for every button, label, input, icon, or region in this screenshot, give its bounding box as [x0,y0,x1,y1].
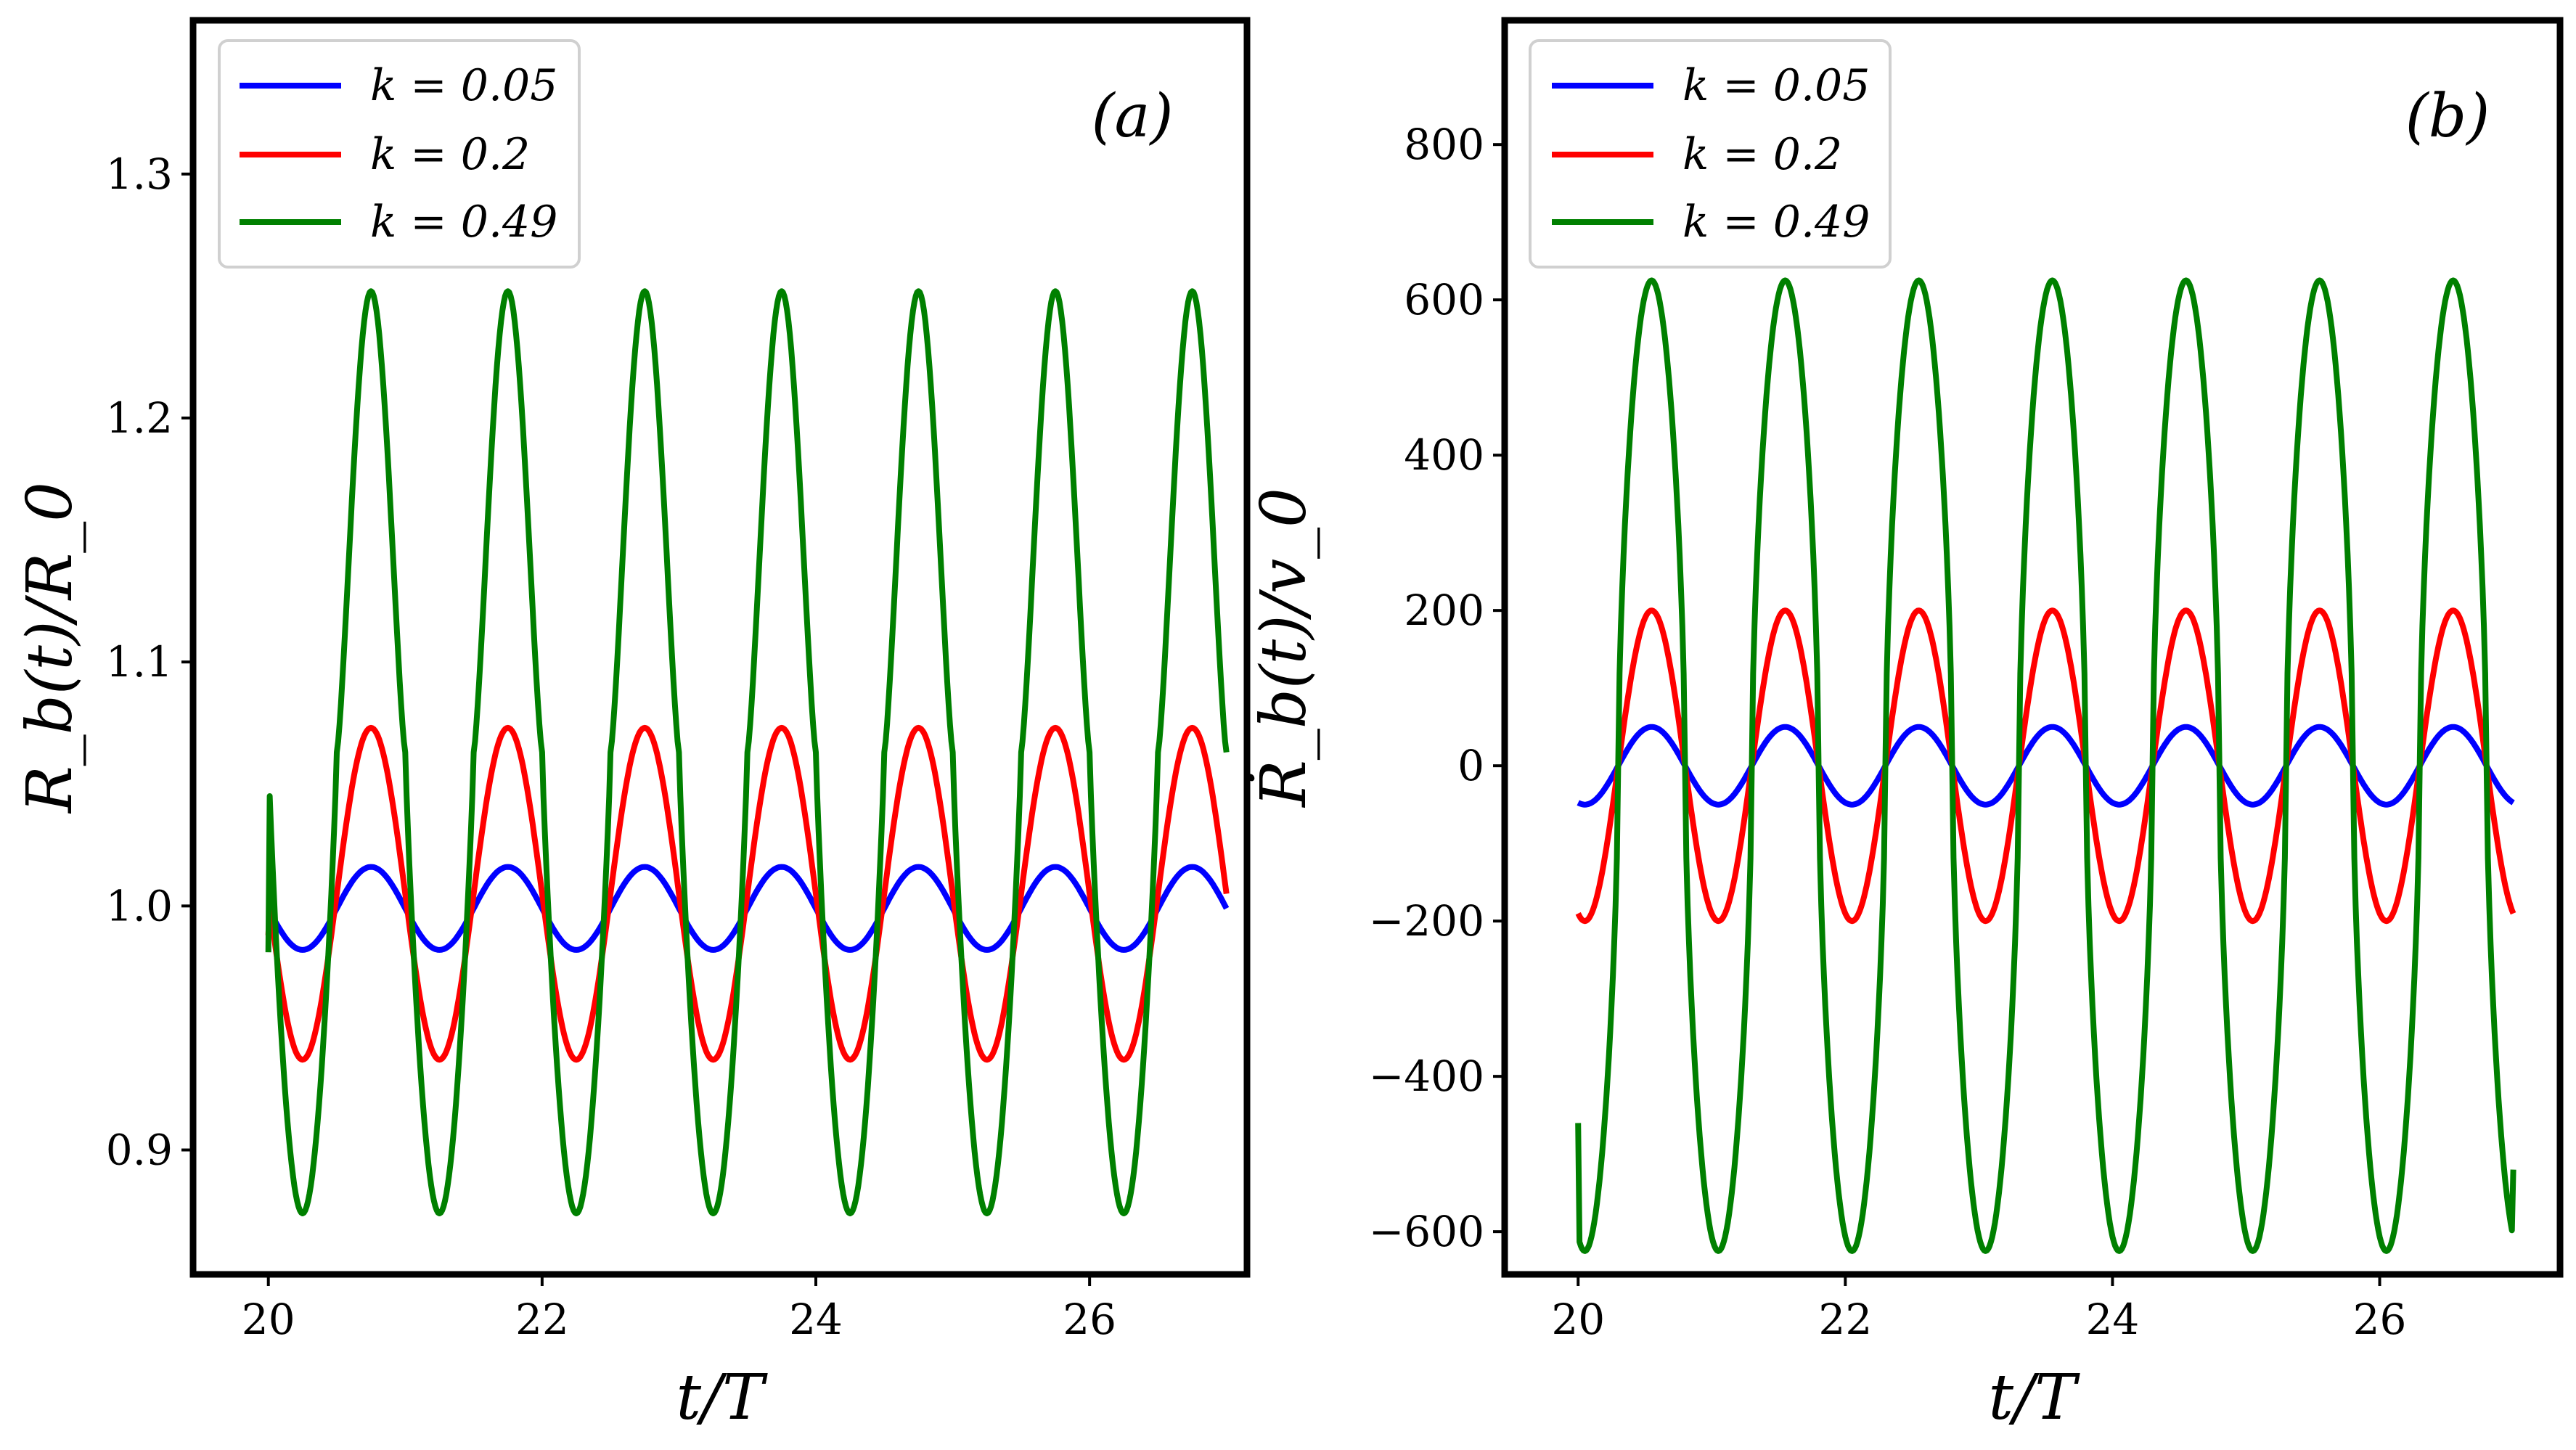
y-tick-label: 600 [1404,275,1484,324]
series-line-2 [265,288,1230,1216]
y-tick-label: 400 [1404,430,1484,480]
x-tick-label: 24 [2086,1295,2140,1344]
y-tick-label: 1.0 [106,881,173,930]
panel-b-ticks: 20 22 24 26 −600 −400 −200 0 200 400 600 800 [1369,120,2407,1344]
x-tick-label: 26 [1063,1295,1116,1344]
panel-b-label: (b) [2405,82,2490,151]
panel-a: 20 22 24 26 0.9 1.0 1.1 1.2 1.3 (a) k = 0.05 k =… [14,17,1251,1434]
y-tick-label: 1.1 [106,637,173,687]
series-line-2 [1575,277,2516,1254]
legend-label-k049: k = 0.49 [370,197,557,247]
panel-a-xlabel: t/T [676,1361,769,1434]
panel-b-xlabel: t/T [1989,1361,2081,1434]
x-tick-label: 22 [1818,1295,1872,1344]
panel-a-ticks: 20 22 24 26 0.9 1.0 1.1 1.2 1.3 [106,149,1116,1344]
legend-label-k005: k = 0.05 [370,60,557,111]
y-tick-label: −200 [1369,896,1484,946]
x-tick-label: 22 [515,1295,569,1344]
series-line-0 [1577,724,2515,808]
y-tick-label: 200 [1404,586,1484,635]
panel-b-lines [1575,277,2516,1254]
y-tick-label: 1.2 [106,393,173,443]
legend-label-k005: k = 0.05 [1682,60,1870,111]
panel-b-ylabel: Ṙ_b(t)/v_0 [1247,488,1320,808]
y-tick-label: 1.3 [106,149,173,199]
y-tick-label: −600 [1369,1207,1484,1256]
x-tick-label: 20 [1551,1295,1605,1344]
legend-label-k049: k = 0.49 [1682,197,1870,247]
panel-b-legend: k = 0.05 k = 0.2 k = 0.49 [1529,39,1892,269]
legend-box [1529,39,1892,269]
legend-box [218,39,581,269]
y-tick-label: −400 [1369,1052,1484,1101]
panel-a-lines [265,288,1230,1216]
legend-label-k02: k = 0.2 [370,129,530,180]
panel-a-label: (a) [1092,82,1174,151]
legend-label-k02: k = 0.2 [1682,129,1842,180]
panel-a-legend: k = 0.05 k = 0.2 k = 0.49 [218,39,581,269]
x-tick-label: 20 [242,1295,295,1344]
x-tick-label: 24 [789,1295,843,1344]
panel-b: 20 22 24 26 −600 −400 −200 0 200 400 600 800 (b) k … [1247,17,2564,1434]
y-tick-label: 0 [1457,741,1484,790]
series-line-1 [265,724,1230,1063]
panel-a-ylabel: R_b(t)/R_0 [14,482,86,814]
y-tick-label: 800 [1404,120,1484,169]
series-line-1 [1575,607,2516,925]
x-tick-label: 26 [2353,1295,2407,1344]
y-tick-label: 0.9 [106,1126,173,1175]
